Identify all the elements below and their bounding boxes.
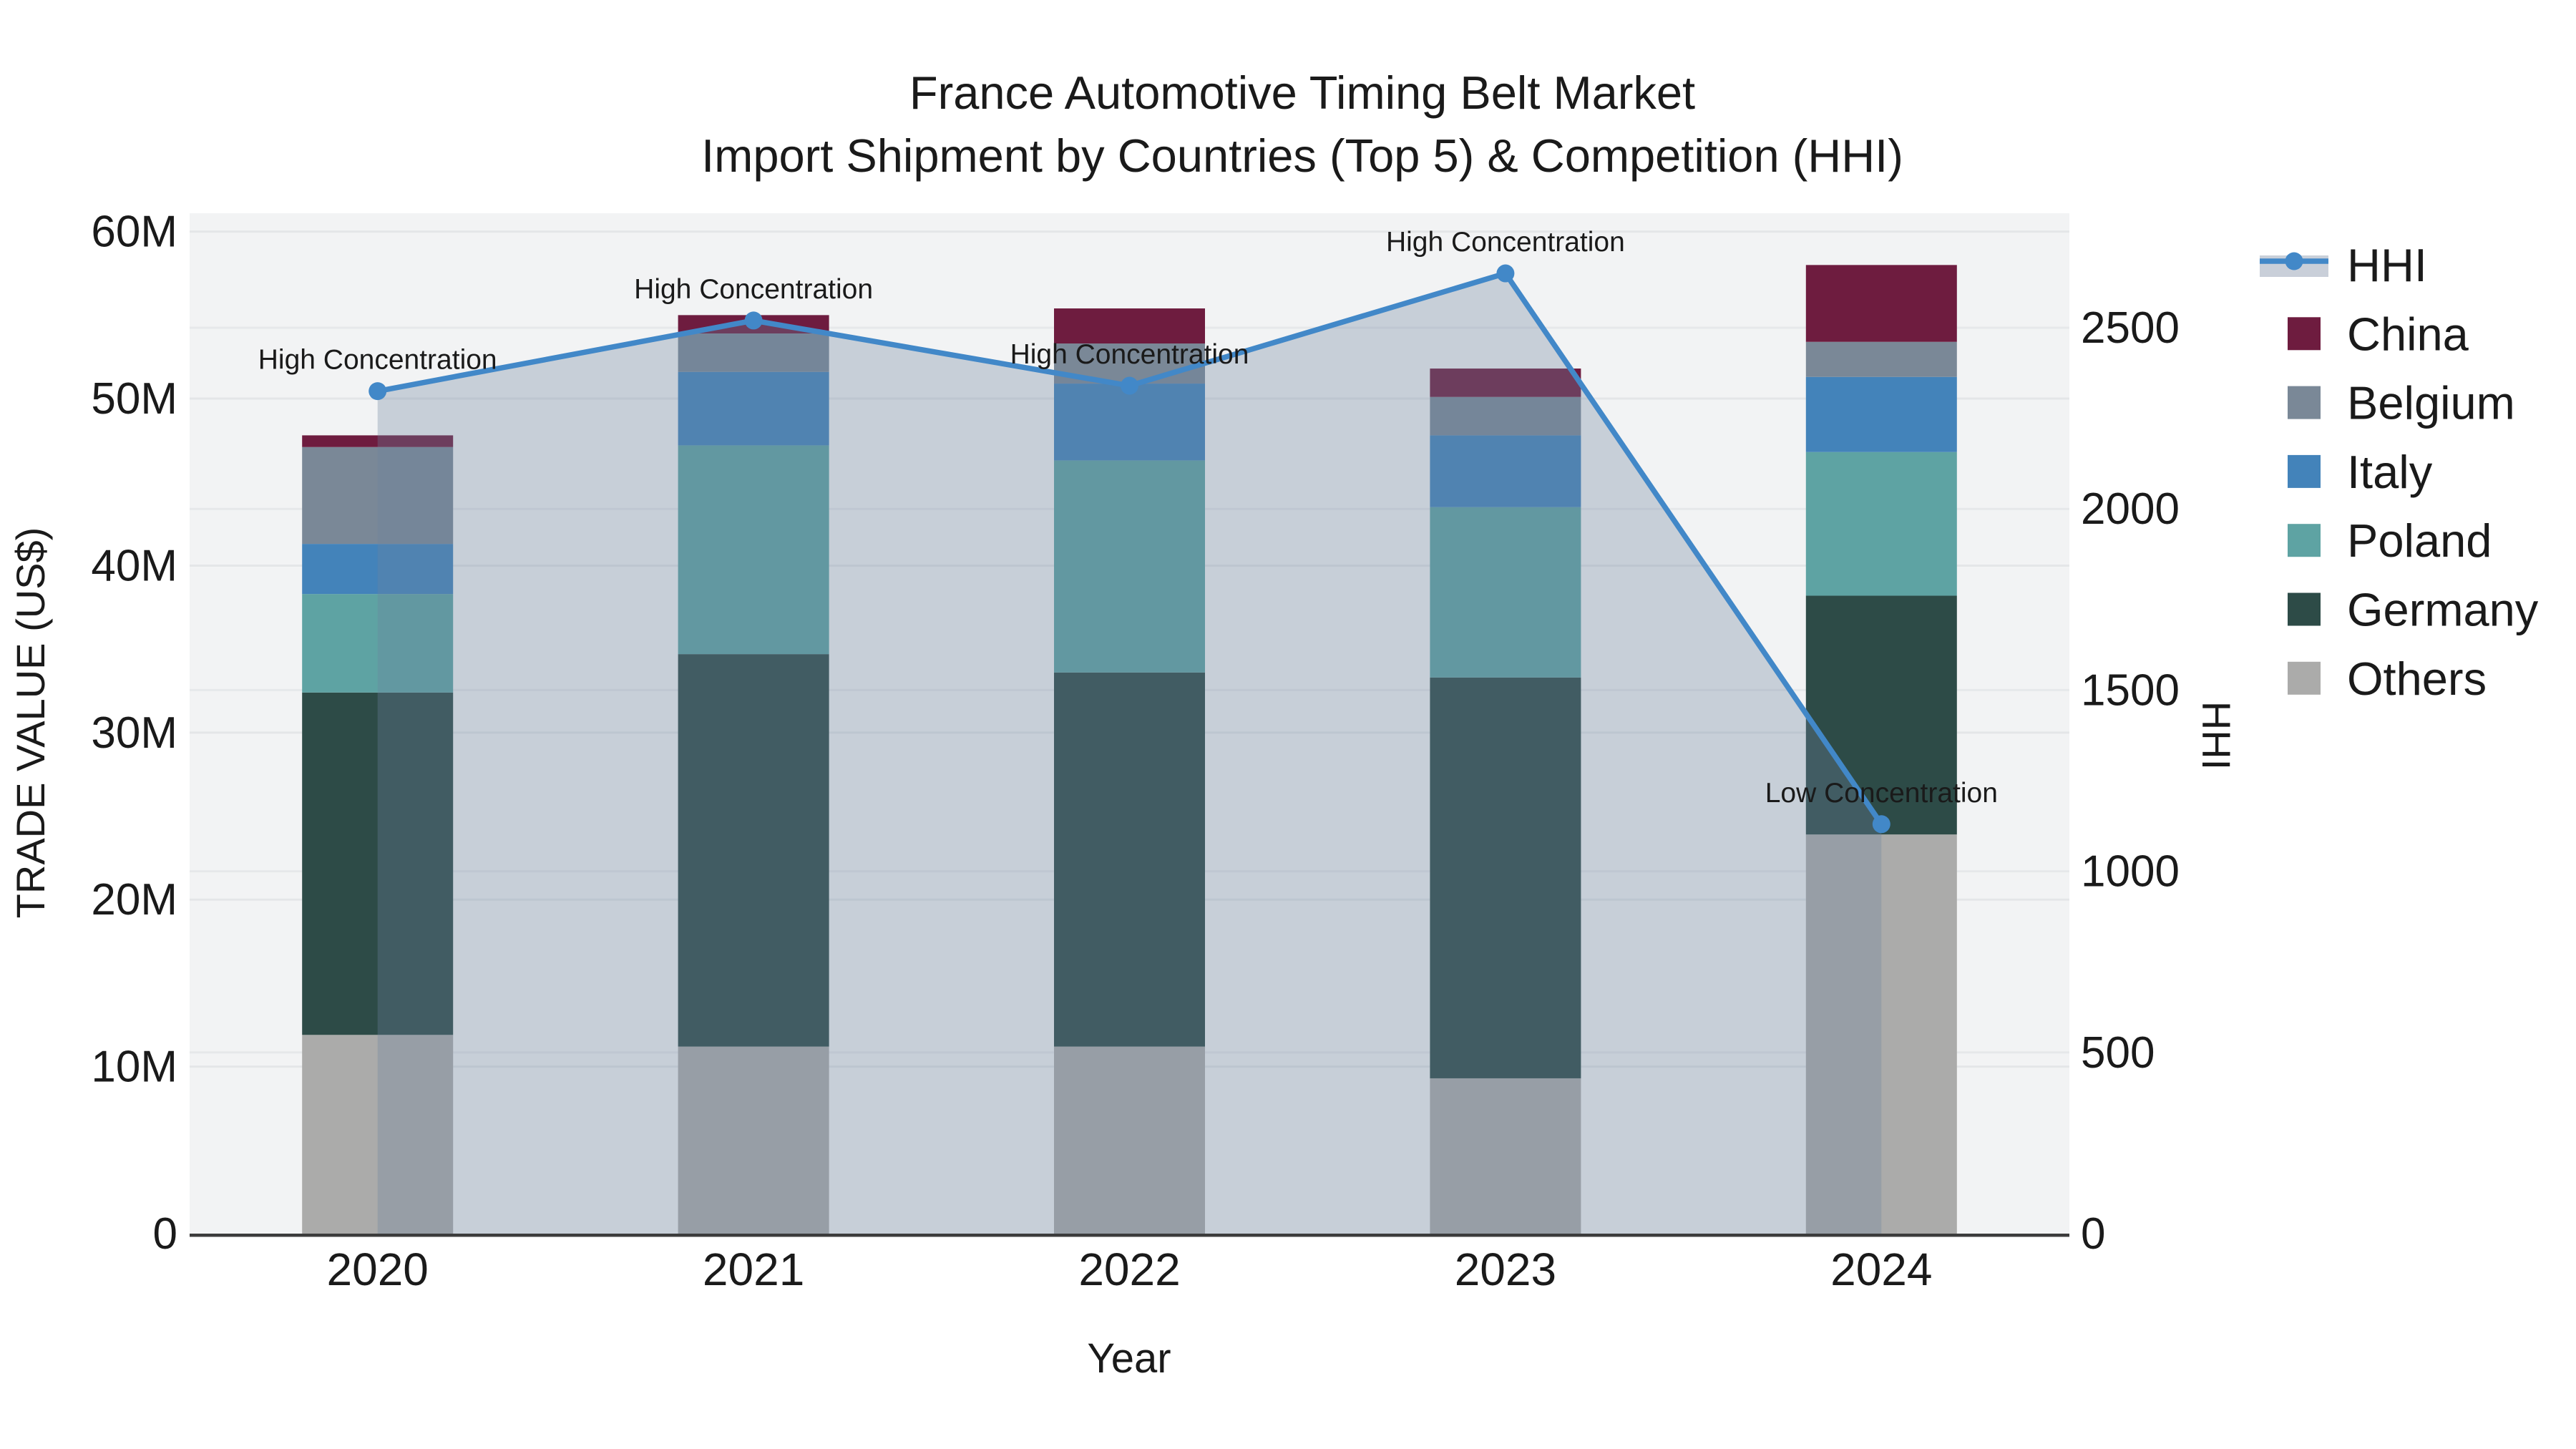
x-tick-label-2021: 2021 [703,1244,804,1295]
tick-label-left-10M: 10M [91,1043,177,1092]
bar-segment-others-2020 [302,1035,454,1234]
legend-item-china[interactable]: China [2288,308,2469,360]
bar-segment-italy-2023 [1430,435,1581,507]
x-tick-label-2022: 2022 [1078,1244,1180,1295]
legend-hhi-marker-sample [2285,252,2303,270]
x-tick-label-2020: 2020 [327,1244,429,1295]
legend-swatch-china [2288,317,2321,351]
bar-segment-italy-2022 [1054,384,1205,461]
annotation-2022: High Concentration [1010,339,1249,370]
chart-title-line2: Import Shipment by Countries (Top 5) & C… [701,130,1903,182]
legend-item-germany[interactable]: Germany [2288,584,2539,636]
legend-item-belgium[interactable]: Belgium [2288,377,2515,429]
tick-label-left-20M: 20M [91,875,177,924]
bar-segment-others-2021 [678,1046,829,1234]
chart-title-line1: France Automotive Timing Belt Market [909,67,1695,119]
hhi-marker-2020 [369,382,387,401]
tick-label-right-2500: 2500 [2081,303,2180,353]
hhi-marker-2024 [1872,815,1890,834]
hhi-marker-2022 [1121,376,1138,395]
annotation-2023: High Concentration [1386,227,1625,258]
bar-segment-italy-2020 [302,544,454,595]
legend-label-germany: Germany [2347,584,2539,636]
tick-label-right-0: 0 [2081,1209,2105,1259]
legend-label-belgium: Belgium [2347,377,2515,429]
x-tick-label-2024: 2024 [1830,1244,1932,1295]
hhi-marker-2023 [1496,264,1515,283]
bar-segment-china-2024 [1805,265,1957,342]
tick-label-left-0: 0 [153,1209,177,1259]
tick-label-left-40M: 40M [91,541,177,590]
annotation-2020: High Concentration [258,345,497,376]
legend-swatch-belgium [2288,386,2321,419]
right-axis-title: HHI [2194,701,2239,770]
bar-segment-poland-2021 [678,445,829,655]
tick-label-right-1000: 1000 [2081,847,2180,897]
legend-item-others[interactable]: Others [2288,653,2487,705]
bar-segment-germany-2024 [1805,595,1957,835]
bar-segment-others-2023 [1430,1078,1581,1234]
legend-label-hhi: HHI [2347,239,2427,291]
bar-segment-china-2020 [302,435,454,447]
legend-swatch-italy [2288,454,2321,488]
legend-swatch-germany [2288,592,2321,626]
legend-label-others: Others [2347,653,2487,705]
tick-label-right-500: 500 [2081,1028,2155,1078]
legend-item-italy[interactable]: Italy [2288,446,2433,498]
legend-label-china: China [2347,308,2469,360]
legend-item-hhi[interactable]: HHI [2260,239,2427,291]
hhi-marker-2021 [744,311,763,330]
tick-label-left-60M: 60M [91,208,177,257]
tick-label-right-2000: 2000 [2081,484,2180,534]
legend-swatch-poland [2288,524,2321,557]
hhi-area-fill [377,273,1882,1234]
bar-segment-poland-2023 [1430,507,1581,678]
bar-segment-poland-2022 [1054,460,1205,673]
x-axis-line [190,1234,2069,1237]
legend-label-poland: Poland [2347,514,2492,567]
bar-segment-china-2022 [1054,308,1205,344]
bar-segment-others-2022 [1054,1046,1205,1234]
annotation-2024: Low Concentration [1765,778,1998,809]
bar-segment-belgium-2024 [1805,341,1957,377]
left-axis-title: TRADE VALUE (US$) [8,527,53,919]
bar-segment-belgium-2021 [678,333,829,372]
x-tick-label-2023: 2023 [1455,1244,1556,1295]
bar-segment-germany-2020 [302,692,454,1035]
bar-segment-poland-2024 [1805,452,1957,596]
bar-segment-germany-2021 [678,654,829,1047]
tick-label-left-50M: 50M [91,374,177,424]
tick-label-right-1500: 1500 [2081,665,2180,715]
bar-segment-others-2024 [1805,834,1957,1234]
bar-segment-italy-2021 [678,371,829,446]
bar-segment-belgium-2020 [302,447,454,545]
x-axis-title: Year [1087,1335,1171,1382]
bar-segment-belgium-2023 [1430,396,1581,436]
legend-swatch-others [2288,661,2321,695]
bar-segment-germany-2022 [1054,672,1205,1047]
bar-segment-poland-2020 [302,594,454,693]
legend-label-italy: Italy [2347,446,2433,498]
bar-segment-germany-2023 [1430,677,1581,1078]
bar-segment-china-2023 [1430,369,1581,397]
legend-item-poland[interactable]: Poland [2288,514,2492,567]
bar-segment-italy-2024 [1805,376,1957,452]
tick-label-left-30M: 30M [91,708,177,758]
annotation-2021: High Concentration [634,274,873,305]
